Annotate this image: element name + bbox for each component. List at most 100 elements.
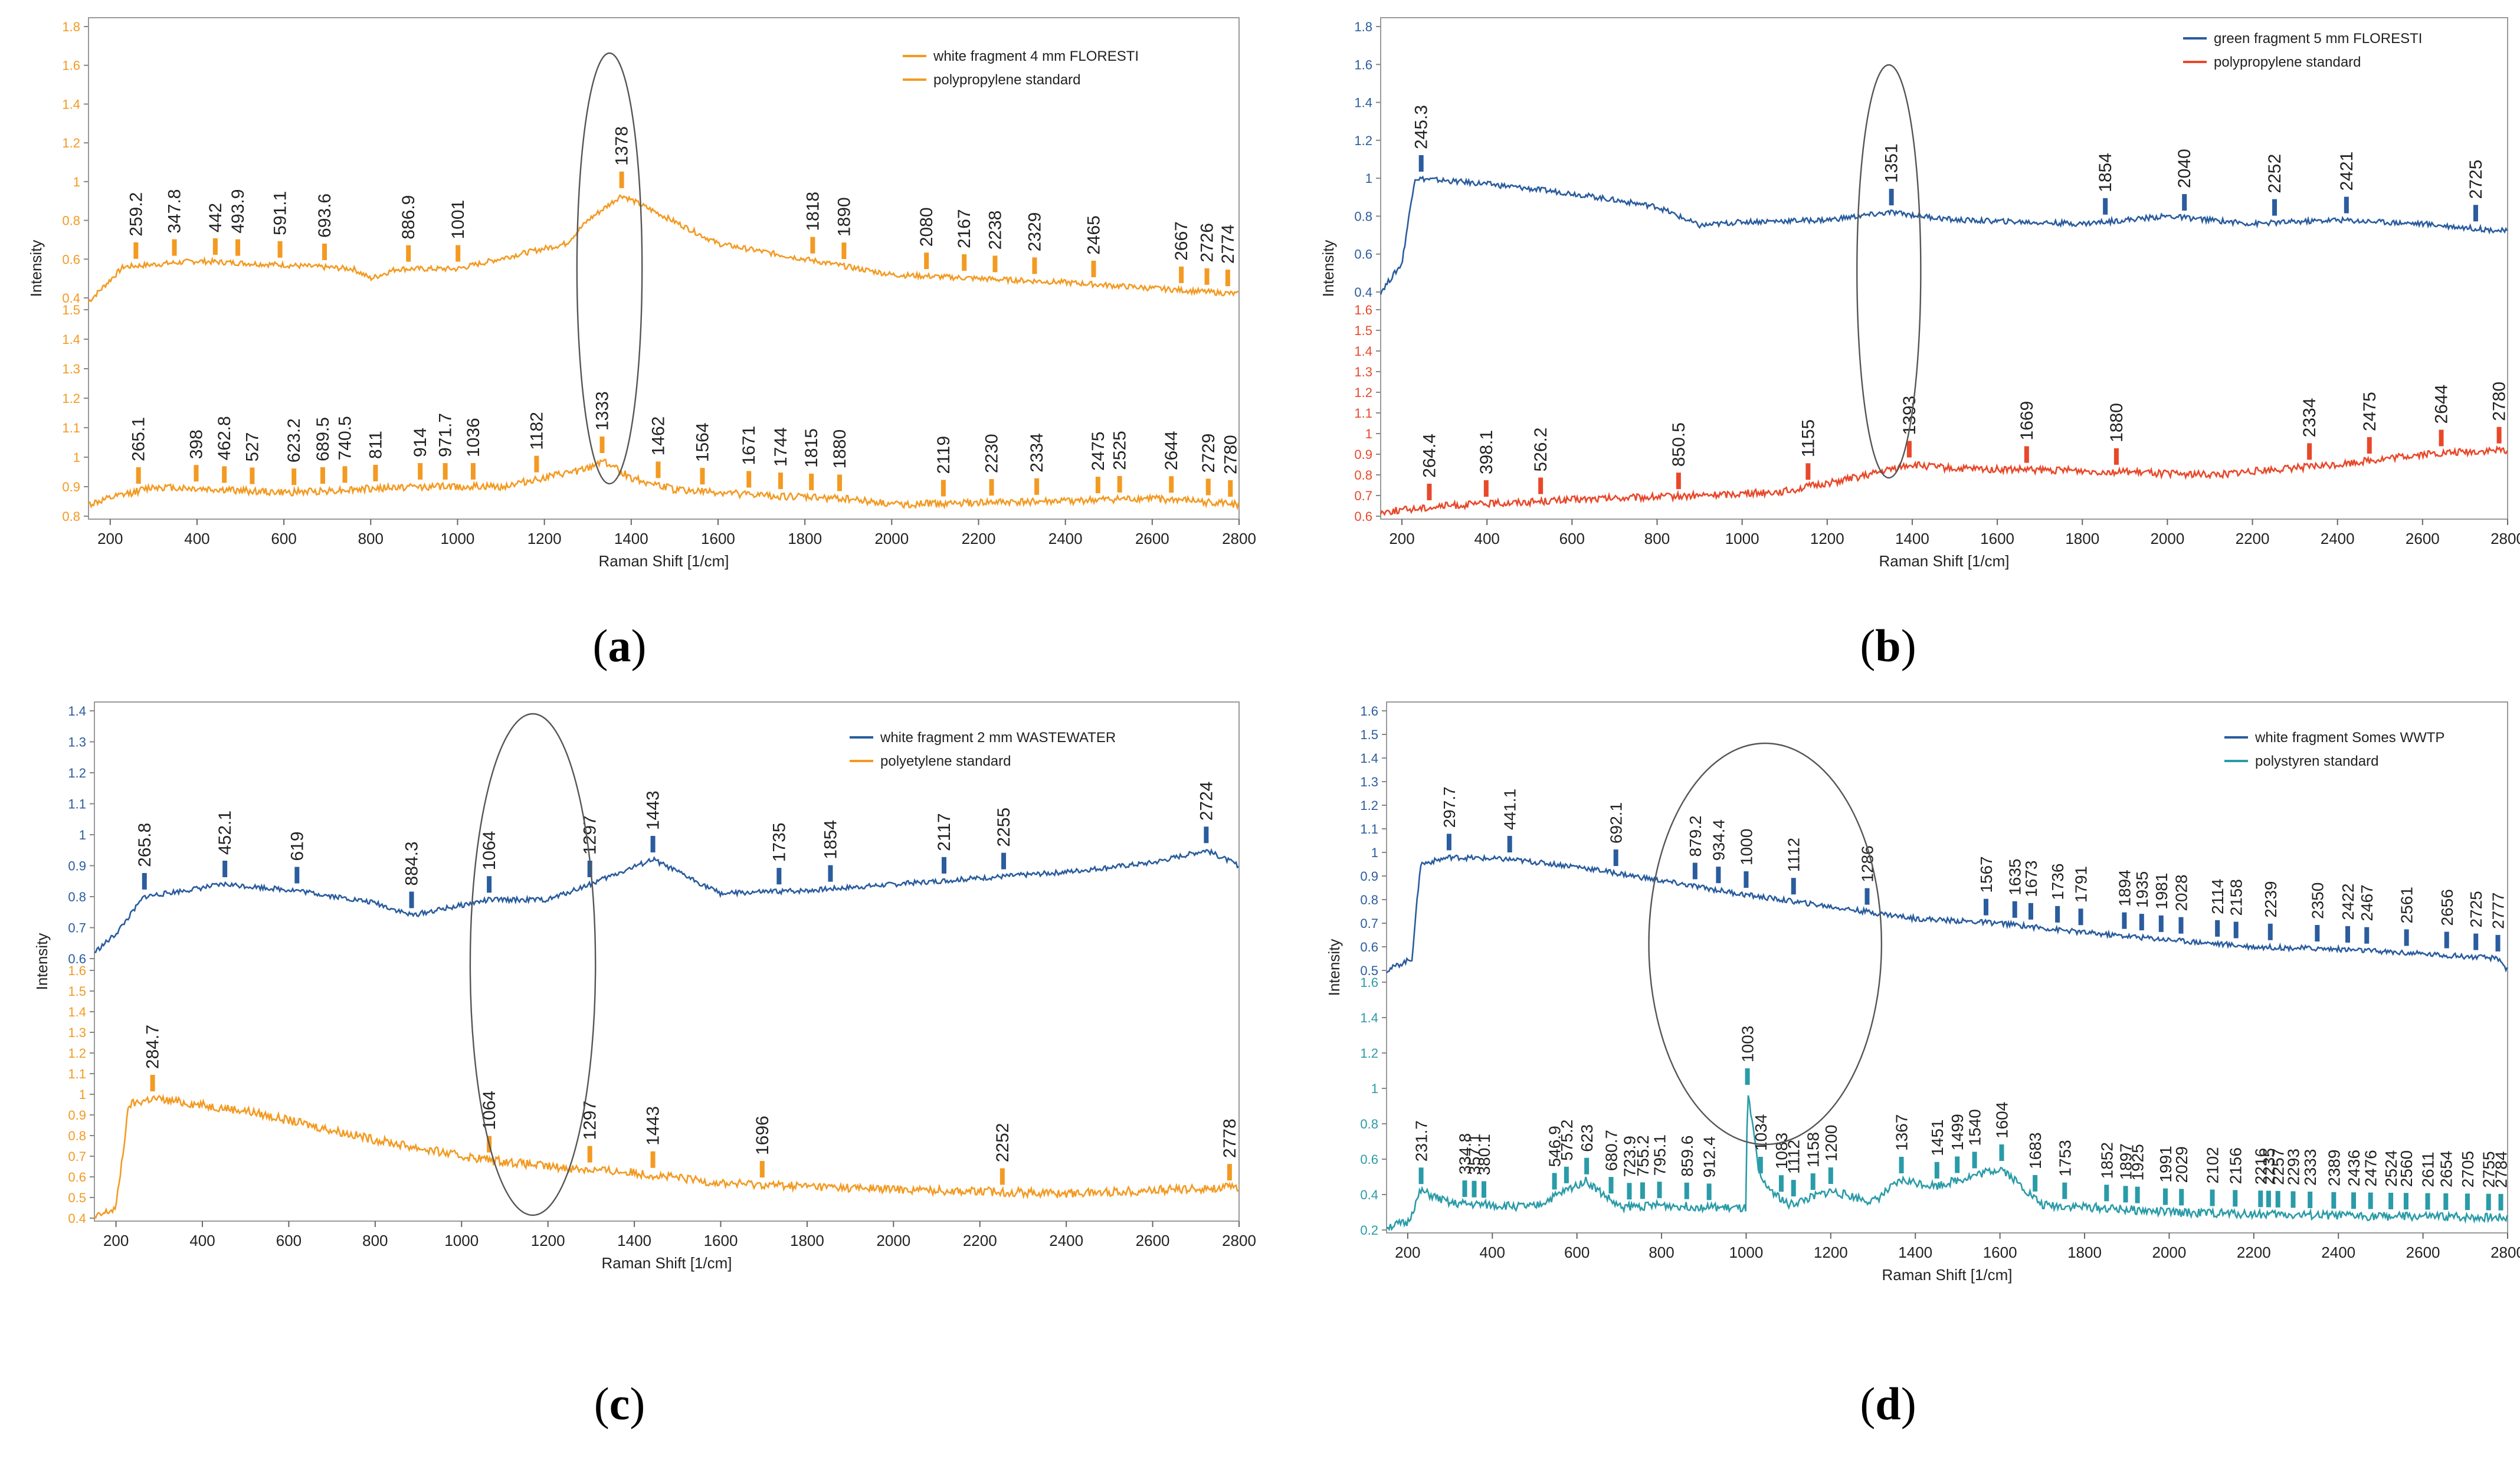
y-tick-label: 0.9 bbox=[62, 480, 80, 494]
peak-marker bbox=[924, 252, 929, 270]
y-tick-label: 1.6 bbox=[1354, 57, 1372, 72]
peak-label: 2560 bbox=[2397, 1150, 2416, 1187]
x-tick-label: 2200 bbox=[2237, 1244, 2271, 1261]
x-tick-label: 2600 bbox=[2406, 1244, 2440, 1261]
x-tick-label: 1200 bbox=[1814, 1244, 1848, 1261]
peak-label: 2333 bbox=[2301, 1149, 2319, 1186]
peak-marker bbox=[222, 861, 228, 878]
y-tick-label: 0.6 bbox=[1360, 940, 1378, 954]
peak-marker bbox=[2368, 1192, 2373, 1209]
peak-marker bbox=[212, 238, 218, 255]
peak-label: 1351 bbox=[1882, 143, 1902, 183]
peak-marker bbox=[2104, 1185, 2109, 1202]
y-axis-label: Intensity bbox=[1325, 939, 1343, 996]
peak-marker bbox=[2267, 923, 2273, 940]
peak-marker bbox=[2178, 917, 2184, 934]
x-tick-label: 2000 bbox=[876, 1232, 910, 1249]
peak-label: 1451 bbox=[1928, 1120, 1946, 1156]
peak-marker bbox=[962, 254, 967, 271]
y-tick-label: 1.5 bbox=[1360, 727, 1378, 742]
peak-label: 1880 bbox=[2107, 403, 2126, 442]
peak-label: 1003 bbox=[1739, 1026, 1757, 1062]
peak-label: 2167 bbox=[955, 209, 974, 248]
peak-label: 591.1 bbox=[271, 191, 290, 235]
y-tick-label: 1.8 bbox=[62, 19, 80, 34]
peak-label: 1683 bbox=[2026, 1133, 2044, 1169]
peak-label: 1155 bbox=[1798, 419, 1818, 458]
peak-label: 2329 bbox=[1025, 212, 1044, 252]
x-tick-label: 200 bbox=[103, 1232, 129, 1249]
y-tick-label: 1.5 bbox=[68, 984, 86, 999]
peak-label: 723.9 bbox=[1620, 1136, 1639, 1177]
peak-marker bbox=[2103, 198, 2108, 215]
y-tick-label: 1.1 bbox=[68, 1067, 86, 1081]
peak-marker bbox=[1758, 1157, 1763, 1173]
peak-label: 297.7 bbox=[1440, 786, 1459, 828]
peak-marker bbox=[1462, 1180, 1467, 1198]
peak-marker bbox=[1627, 1183, 1632, 1200]
peak-label: 693.6 bbox=[315, 193, 335, 238]
spectrum-line-standard bbox=[88, 458, 1240, 511]
peak-label: 2117 bbox=[935, 813, 954, 851]
peak-label: 886.9 bbox=[399, 195, 418, 240]
panel-b-caption: (b) bbox=[1860, 620, 1916, 671]
peak-marker bbox=[294, 867, 300, 884]
peak-label: 1925 bbox=[2129, 1144, 2147, 1180]
peak-marker bbox=[194, 465, 199, 482]
y-tick-label: 1.3 bbox=[68, 1025, 86, 1040]
y-tick-label: 0.7 bbox=[68, 1149, 86, 1164]
peak-marker bbox=[2275, 1190, 2280, 1208]
y-tick-label: 1 bbox=[1365, 171, 1372, 186]
peak-label: 1897 bbox=[2117, 1143, 2135, 1180]
peak-label: 1540 bbox=[1966, 1109, 1984, 1146]
peak-label: 380.1 bbox=[1475, 1134, 1493, 1175]
x-tick-label: 2800 bbox=[2490, 1244, 2520, 1261]
peak-marker bbox=[487, 876, 492, 893]
x-tick-label: 1800 bbox=[790, 1232, 824, 1249]
peak-marker bbox=[1204, 268, 1210, 285]
peak-label: 231.7 bbox=[1413, 1120, 1431, 1162]
peak-label: 1981 bbox=[2152, 873, 2171, 910]
peak-marker bbox=[2486, 1193, 2491, 1210]
x-axis-label: Raman Shift [1/cm] bbox=[598, 552, 729, 570]
peak-marker bbox=[1204, 826, 1209, 844]
peak-marker bbox=[2439, 429, 2444, 447]
peak-label: 1564 bbox=[693, 422, 712, 462]
y-axis-label: Intensity bbox=[27, 240, 45, 297]
x-tick-label: 1800 bbox=[788, 530, 822, 547]
peak-label: 2778 bbox=[1220, 1118, 1240, 1158]
peak-marker bbox=[1706, 1183, 1712, 1200]
peak-marker bbox=[1552, 1173, 1557, 1190]
plot-frame bbox=[94, 701, 1240, 1222]
peak-marker bbox=[2028, 903, 2033, 920]
peak-label: 1854 bbox=[821, 820, 840, 859]
peak-label: 1001 bbox=[448, 200, 468, 240]
peak-label: 879.2 bbox=[1686, 815, 1705, 857]
peak-label: 1880 bbox=[830, 429, 850, 469]
peak-marker bbox=[150, 1075, 155, 1092]
y-tick-label: 1.2 bbox=[1360, 798, 1378, 813]
peak-marker bbox=[2135, 1186, 2140, 1203]
peak-marker bbox=[2495, 934, 2501, 952]
peak-label: 2784 bbox=[2492, 1152, 2511, 1188]
peak-label: 1671 bbox=[739, 426, 759, 465]
x-tick-label: 2800 bbox=[1222, 1232, 1256, 1249]
x-tick-label: 1800 bbox=[2067, 1244, 2102, 1261]
peak-label: 1852 bbox=[2098, 1142, 2116, 1179]
highlight-ellipse bbox=[469, 713, 597, 1216]
peak-label: 795.1 bbox=[1651, 1134, 1669, 1176]
peak-marker bbox=[1205, 478, 1211, 496]
legend-label: green fragment 5 mm FLORESTI bbox=[2214, 31, 2422, 47]
y-tick-label: 0.8 bbox=[1354, 468, 1372, 483]
x-tick-label: 400 bbox=[1474, 530, 1499, 547]
peak-marker bbox=[1608, 1177, 1614, 1194]
x-tick-label: 600 bbox=[271, 530, 296, 547]
peak-label: 2114 bbox=[2208, 879, 2227, 914]
peak-label: 2729 bbox=[1199, 434, 1218, 473]
x-tick-label: 2600 bbox=[2406, 530, 2440, 547]
peak-marker bbox=[2182, 194, 2187, 211]
peak-marker bbox=[2444, 931, 2449, 949]
peak-label: 623 bbox=[1578, 1124, 1596, 1152]
peak-marker bbox=[133, 242, 139, 259]
peak-label: 2255 bbox=[994, 808, 1014, 847]
